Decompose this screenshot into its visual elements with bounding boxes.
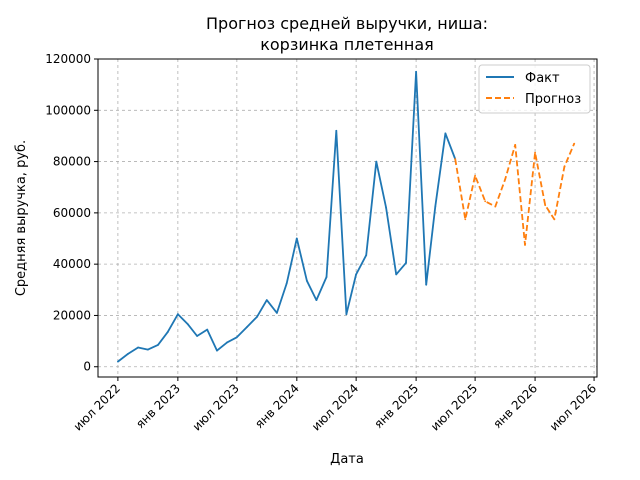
plot-frame xyxy=(97,58,598,378)
x-tick-label: янв 2024 xyxy=(252,381,302,431)
data-point-forecast xyxy=(553,218,556,221)
chart-title-line1: Прогноз средней выручки, ниша: xyxy=(206,14,488,33)
data-point-fact xyxy=(147,348,149,351)
data-point-forecast xyxy=(524,244,526,246)
y-tick-label: 80000 xyxy=(53,155,91,169)
data-point-forecast xyxy=(474,174,476,177)
data-point-fact xyxy=(325,276,328,278)
data-point-fact xyxy=(177,313,179,316)
data-point-forecast xyxy=(573,142,576,145)
data-point-fact xyxy=(285,282,288,285)
data-point-forecast xyxy=(494,205,497,208)
y-tick-label: 0 xyxy=(83,360,91,374)
data-point-fact xyxy=(117,360,119,363)
data-point-fact xyxy=(187,323,189,326)
data-point-forecast xyxy=(514,144,517,146)
legend-label-fact: Факт xyxy=(525,71,560,86)
y-axis-label: Средняя выручка, руб. xyxy=(14,140,29,296)
y-axis: 0 20000 40000 60000 80000 100000 120000 xyxy=(45,52,98,374)
data-point-fact xyxy=(395,273,398,276)
chart-title-line2: корзинка плетенная xyxy=(260,35,434,54)
data-point-fact xyxy=(365,254,368,257)
data-point-fact xyxy=(434,205,437,208)
data-point-forecast xyxy=(504,178,506,181)
data-point-fact xyxy=(137,346,140,349)
y-tick-label: 40000 xyxy=(53,257,91,271)
data-point-fact xyxy=(375,160,378,163)
data-point-fact xyxy=(206,328,209,331)
data-point-forecast xyxy=(544,204,547,207)
x-tick-label: июл 2024 xyxy=(309,381,361,433)
data-point-fact xyxy=(444,132,447,135)
data-point-forecast xyxy=(484,200,487,203)
data-point-fact xyxy=(216,349,218,352)
data-point-fact xyxy=(256,315,258,318)
legend: Факт Прогноз xyxy=(478,64,591,114)
data-point-fact xyxy=(235,336,238,339)
data-point-fact xyxy=(385,206,387,209)
x-tick-label: янв 2026 xyxy=(490,381,540,431)
x-tick-label: июл 2025 xyxy=(428,381,480,433)
legend-label-forecast: Прогноз xyxy=(525,92,581,107)
series-line-fact xyxy=(117,70,457,363)
data-point-fact xyxy=(306,279,308,282)
x-tick-label: июл 2026 xyxy=(547,381,599,433)
data-point-fact xyxy=(265,299,268,301)
data-point-fact xyxy=(335,129,338,132)
y-tick-label: 60000 xyxy=(53,206,91,220)
data-point-fact xyxy=(196,335,199,337)
data-point-fact xyxy=(345,313,348,316)
data-point-fact xyxy=(405,262,407,264)
data-point-fact xyxy=(415,70,417,73)
data-point-fact xyxy=(246,326,248,328)
data-point-forecast xyxy=(454,158,457,160)
series-line-forecast xyxy=(454,143,576,246)
x-tick-label: янв 2023 xyxy=(133,381,183,431)
data-point-fact xyxy=(355,273,357,276)
data-point-fact xyxy=(276,312,278,314)
data-point-fact xyxy=(226,341,229,344)
data-point-fact xyxy=(315,299,318,301)
y-tick-label: 120000 xyxy=(45,52,91,66)
data-point-fact xyxy=(295,237,298,240)
y-tick-label: 20000 xyxy=(53,308,91,322)
data-point-fact xyxy=(166,331,169,333)
data-point-forecast xyxy=(563,165,566,168)
series-layer xyxy=(117,70,576,363)
data-point-forecast xyxy=(464,218,467,221)
data-point-forecast xyxy=(534,151,536,154)
x-axis-label: Дата xyxy=(330,452,364,467)
y-tick-label: 100000 xyxy=(45,103,91,117)
x-tick-label: июл 2022 xyxy=(71,381,123,433)
data-point-fact xyxy=(127,353,129,355)
data-point-fact xyxy=(425,283,428,286)
data-point-fact xyxy=(157,344,159,346)
x-tick-label: янв 2025 xyxy=(371,381,421,431)
x-tick-label: июл 2023 xyxy=(190,381,242,433)
x-axis: июл 2022 янв 2023 июл 2023 янв 2024 июл 2024… xyxy=(71,377,599,434)
